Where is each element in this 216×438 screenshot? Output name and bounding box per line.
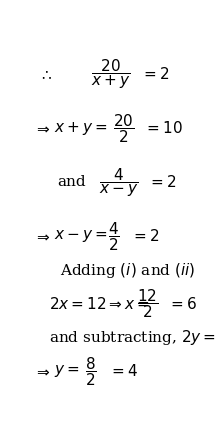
Text: $=2$: $=2$	[148, 174, 176, 191]
Text: $2x=12\Rightarrow x=$: $2x=12\Rightarrow x=$	[49, 296, 149, 312]
Text: $=4$: $=4$	[109, 363, 138, 379]
Text: $=2$: $=2$	[131, 228, 160, 244]
Text: $\dfrac{20}{x+y}$: $\dfrac{20}{x+y}$	[91, 57, 130, 92]
Text: $x-y=$: $x-y=$	[54, 228, 107, 244]
Text: $\therefore$: $\therefore$	[39, 67, 52, 82]
Text: $x+y=$: $x+y=$	[54, 120, 107, 137]
Text: $\dfrac{4}{x-y}$: $\dfrac{4}{x-y}$	[99, 166, 139, 199]
Text: $=6$: $=6$	[168, 296, 197, 312]
Text: $\dfrac{12}{2}$: $\dfrac{12}{2}$	[137, 287, 158, 320]
Text: $\Rightarrow$: $\Rightarrow$	[34, 229, 51, 244]
Text: and subtracting, $2y=8$: and subtracting, $2y=8$	[49, 328, 216, 347]
Text: $=10$: $=10$	[144, 120, 183, 137]
Text: $\dfrac{20}{2}$: $\dfrac{20}{2}$	[113, 112, 135, 145]
Text: and: and	[57, 175, 86, 189]
Text: Adding $(i)$ and $(ii)$: Adding $(i)$ and $(ii)$	[60, 261, 196, 279]
Text: $=2$: $=2$	[141, 67, 170, 82]
Text: $\dfrac{4}{2}$: $\dfrac{4}{2}$	[108, 220, 120, 253]
Text: $\Rightarrow$: $\Rightarrow$	[34, 121, 51, 136]
Text: $\Rightarrow$: $\Rightarrow$	[34, 364, 51, 379]
Text: $\dfrac{8}{2}$: $\dfrac{8}{2}$	[85, 355, 97, 388]
Text: $y=$: $y=$	[54, 363, 79, 379]
